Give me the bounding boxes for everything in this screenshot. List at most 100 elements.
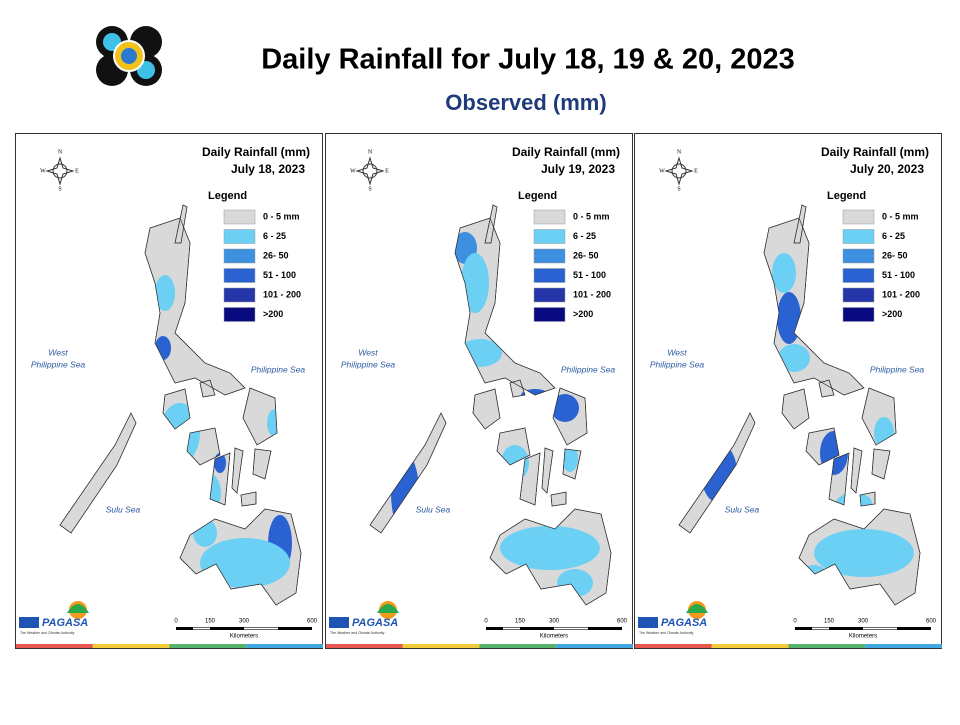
legend-swatch xyxy=(223,287,256,303)
legend-label: 0 - 5 mm xyxy=(263,211,300,221)
legend-swatch xyxy=(223,229,256,244)
boundary xyxy=(489,508,612,606)
agency-umbrella xyxy=(377,604,399,613)
panel-date: July 20, 2023 xyxy=(850,162,924,176)
compass-label: N xyxy=(677,149,682,155)
agency-tagline: The Weather and Climate Authority xyxy=(639,631,694,635)
legend-swatch xyxy=(533,248,566,264)
rain-area xyxy=(772,253,796,293)
legend-title: Legend xyxy=(518,190,557,202)
legend-label: 101 - 200 xyxy=(882,289,920,299)
boundary xyxy=(828,452,850,506)
sea-label: Philippine Sea xyxy=(870,364,925,374)
legend-swatch xyxy=(842,229,875,244)
legend-label: 101 - 200 xyxy=(263,289,301,299)
agency-name: PAGASA xyxy=(661,617,707,629)
boundary xyxy=(541,447,554,494)
legend-swatch xyxy=(842,248,875,264)
boundary xyxy=(678,412,756,534)
scale-label: 0 xyxy=(174,619,178,625)
boundary xyxy=(252,448,272,480)
agency-mark xyxy=(329,617,349,628)
boundary xyxy=(805,427,840,466)
boundary xyxy=(472,388,501,430)
scale-label: 0 xyxy=(793,619,797,625)
compass-label: S xyxy=(58,186,61,192)
legend-swatch xyxy=(533,268,566,283)
scale-label: 300 xyxy=(239,619,250,625)
panel-title: Daily Rainfall (mm) xyxy=(202,145,310,159)
legend-swatch xyxy=(223,307,256,322)
legend-swatch xyxy=(842,209,875,225)
rain-area xyxy=(551,394,579,422)
sea-label: Sulu Sea xyxy=(106,504,141,514)
boundary xyxy=(798,508,921,606)
boundary xyxy=(59,412,137,534)
boundary xyxy=(484,204,498,244)
boundary xyxy=(781,388,810,430)
boundary xyxy=(454,217,556,396)
legend-label: 26- 50 xyxy=(573,250,599,260)
sea-label: Sulu Sea xyxy=(725,504,760,514)
boundary xyxy=(763,217,865,396)
boundary xyxy=(859,491,876,507)
scale-label: 600 xyxy=(926,619,937,625)
boundary xyxy=(793,204,807,244)
color-strip xyxy=(402,644,480,648)
agency-name: PAGASA xyxy=(42,617,88,629)
legend-label: >200 xyxy=(882,309,902,319)
color-strip xyxy=(92,644,170,648)
rain-area xyxy=(778,344,810,372)
compass-label: E xyxy=(694,168,698,174)
title: Daily Rainfall for July 18, 19 & 20, 202… xyxy=(261,44,795,76)
boundary xyxy=(240,491,257,507)
compass-label: S xyxy=(677,186,680,192)
panel-title: Daily Rainfall (mm) xyxy=(512,145,620,159)
legend-label: >200 xyxy=(573,309,593,319)
boundary xyxy=(818,379,835,398)
scale-label: 300 xyxy=(858,619,869,625)
agency-tagline: The Weather and Climate Authority xyxy=(330,631,385,635)
boundary xyxy=(199,379,216,398)
scale-bar-seg xyxy=(193,627,210,630)
compass-label: N xyxy=(368,149,373,155)
legend-label: 51 - 100 xyxy=(573,270,606,280)
legend-label: 26- 50 xyxy=(882,250,908,260)
rain-area xyxy=(562,444,578,472)
compass-label: N xyxy=(58,149,63,155)
sea-label: Philippine Sea xyxy=(251,364,306,374)
boundary xyxy=(850,447,863,494)
boundary xyxy=(519,452,541,506)
panel-date: July 18, 2023 xyxy=(231,162,305,176)
legend-label: 51 - 100 xyxy=(882,270,915,280)
color-strip xyxy=(788,644,866,648)
boundary xyxy=(174,204,188,244)
scale-unit: Kilometers xyxy=(849,634,877,640)
compass-label: S xyxy=(368,186,371,192)
boundary xyxy=(231,447,244,494)
boundary xyxy=(496,427,531,466)
scale-bar-seg xyxy=(503,627,520,630)
legend-swatch xyxy=(842,268,875,283)
sea-label: Philippine Sea xyxy=(650,359,705,369)
legend-label: 6 - 25 xyxy=(573,231,596,241)
legend-title: Legend xyxy=(208,190,247,202)
legend-label: 0 - 5 mm xyxy=(573,211,610,221)
scale-unit: Kilometers xyxy=(230,634,258,640)
color-strip xyxy=(326,644,403,648)
color-strip xyxy=(16,644,93,648)
sea-label: West xyxy=(667,347,687,357)
scale-label: 150 xyxy=(824,619,835,625)
sea-label: West xyxy=(48,347,68,357)
legend-swatch xyxy=(533,229,566,244)
color-strip xyxy=(635,644,712,648)
scale-label: 150 xyxy=(515,619,526,625)
compass-ring xyxy=(52,163,68,179)
boundary xyxy=(179,508,302,606)
rain-area xyxy=(155,275,175,311)
legend-swatch xyxy=(223,268,256,283)
agency-mark xyxy=(19,617,39,628)
panel-date: July 19, 2023 xyxy=(541,162,615,176)
rain-area xyxy=(500,526,600,570)
